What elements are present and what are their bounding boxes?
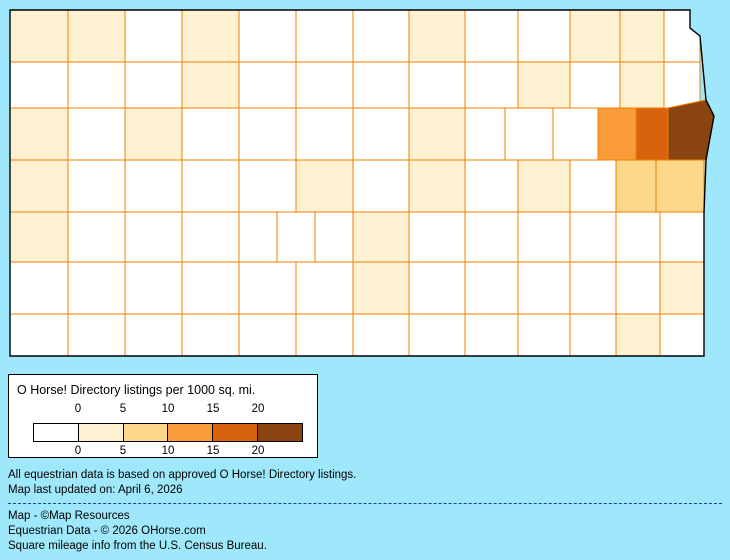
- map-counties: [9, 9, 715, 357]
- legend-tick-top-3: 15: [206, 403, 220, 415]
- footer-line-data-source: All equestrian data is based on approved…: [8, 469, 357, 481]
- legend-ticks-bottom: 0 5 10 15 20: [33, 445, 303, 463]
- footer-line-map-credit: Map - ©Map Resources: [8, 510, 130, 522]
- legend-title: O Horse! Directory listings per 1000 sq.…: [17, 383, 256, 397]
- footer-line-updated: Map last updated on: April 6, 2026: [8, 484, 183, 496]
- footer-notes: All equestrian data is based on approved…: [8, 468, 722, 554]
- legend-swatch-5: [258, 424, 302, 441]
- legend-tick-bottom-2: 10: [161, 445, 175, 457]
- legend-color-bar: [33, 423, 303, 442]
- legend-tick-bottom-4: 20: [251, 445, 265, 457]
- legend-swatch-2: [123, 424, 169, 441]
- legend-tick-top-4: 20: [251, 403, 265, 415]
- footer-line-equestrian-credit: Equestrian Data - © 2026 OHorse.com: [8, 525, 206, 537]
- legend-tick-bottom-0: 0: [74, 445, 82, 457]
- legend-swatch-4: [213, 424, 259, 441]
- legend-swatch-0: [34, 424, 79, 441]
- legend-ticks-top: 0 5 10 15 20: [33, 403, 303, 421]
- footer-line-census: Square mileage info from the U.S. Census…: [8, 540, 267, 552]
- kansas-map: [9, 9, 715, 357]
- legend-tick-top-0: 0: [74, 403, 82, 415]
- legend-box: O Horse! Directory listings per 1000 sq.…: [8, 374, 318, 458]
- legend-tick-bottom-3: 15: [206, 445, 220, 457]
- state-outline: [9, 9, 715, 357]
- legend-tick-top-2: 10: [161, 403, 175, 415]
- legend-swatch-1: [78, 424, 124, 441]
- footer-divider: [8, 503, 722, 505]
- legend-tick-bottom-1: 5: [119, 445, 127, 457]
- legend-swatch-3: [168, 424, 214, 441]
- legend-tick-top-1: 5: [119, 403, 127, 415]
